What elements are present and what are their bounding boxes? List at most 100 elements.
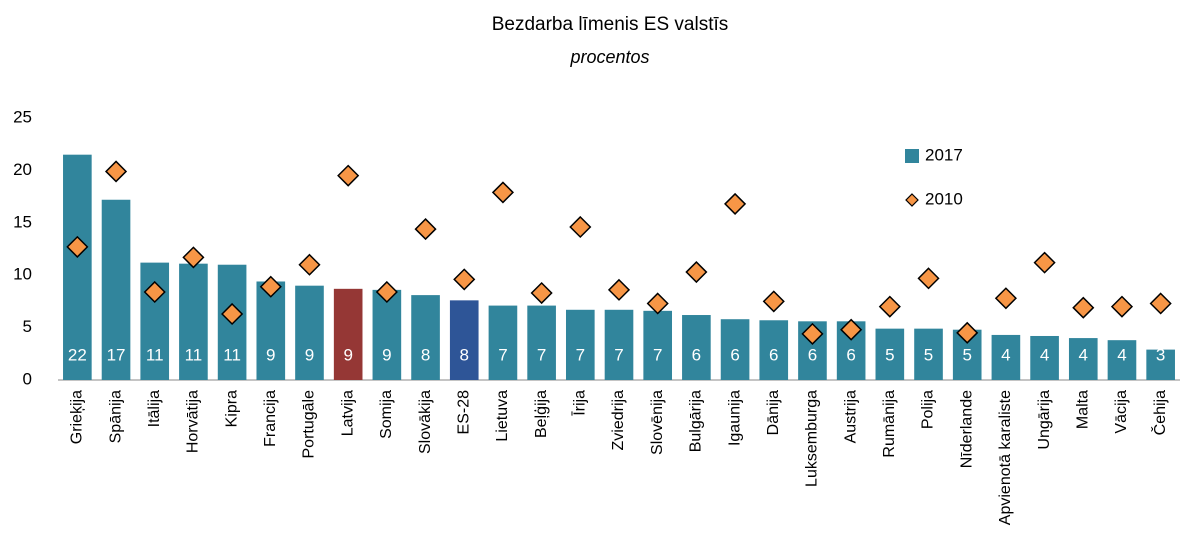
bar-value-label: 5 <box>924 345 933 364</box>
marker <box>259 275 282 298</box>
bar <box>411 295 440 380</box>
x-tick-label: Apvienotā karaliste <box>997 390 1014 525</box>
bar-value-label: 4 <box>1001 345 1010 364</box>
chart-title: Bezdarba līmenis ES valstīs <box>492 14 729 35</box>
legend-swatch <box>905 193 919 207</box>
bar-value-label: 7 <box>653 345 662 364</box>
bar-value-label: 9 <box>305 345 314 364</box>
y-tick-label: 5 <box>23 317 32 336</box>
bar <box>488 305 518 380</box>
x-tick-label: ES-28 <box>455 390 472 435</box>
legend-swatch <box>905 149 919 163</box>
marker <box>104 160 128 183</box>
marker <box>762 290 785 313</box>
marker <box>453 268 476 291</box>
marker <box>1110 295 1134 318</box>
marker <box>1033 251 1056 274</box>
x-tick-label: Somija <box>378 390 395 439</box>
x-tick-label: Ungārija <box>1036 390 1053 450</box>
marker <box>1149 292 1172 315</box>
x-tick-label: Portugāle <box>301 390 318 459</box>
marker <box>221 302 244 326</box>
bar-value-label: 4 <box>1117 345 1126 364</box>
bar-value-label: 6 <box>808 345 817 364</box>
bar <box>1107 340 1137 380</box>
x-tick-label: Īrija <box>571 390 589 416</box>
bar-value-label: 6 <box>846 345 855 364</box>
bar <box>759 320 789 380</box>
bar-value-label: 3 <box>1156 345 1165 364</box>
marker <box>840 318 863 341</box>
x-tick-label: Latvija <box>339 390 356 436</box>
bar-value-label: 17 <box>107 345 126 364</box>
bar-value-label: 9 <box>382 345 391 364</box>
legend-label: 2010 <box>925 189 963 208</box>
bar-value-label: 9 <box>266 345 275 364</box>
x-tick-label: Rumānija <box>881 390 898 458</box>
marker <box>685 260 708 284</box>
marker <box>375 280 398 304</box>
bar-value-label: 5 <box>885 345 894 364</box>
bar <box>179 263 208 380</box>
chart-subtitle: procentos <box>569 47 649 67</box>
bar <box>991 334 1021 380</box>
bar-value-label: 7 <box>498 345 507 364</box>
marker <box>569 215 592 239</box>
x-tick-label: Slovākija <box>417 390 434 454</box>
x-tick-label: Bulgārija <box>688 390 705 452</box>
x-tick-label: Vācija <box>1113 390 1130 434</box>
bar <box>643 310 673 380</box>
marker <box>607 278 631 301</box>
bar <box>449 300 479 380</box>
marker <box>66 235 89 258</box>
x-tick-label: Nīderlande <box>958 390 975 468</box>
bar <box>63 154 92 380</box>
x-tick-label: Malta <box>1074 390 1091 429</box>
bar-value-label: 6 <box>769 345 778 364</box>
marker <box>994 287 1017 310</box>
marker <box>530 281 553 305</box>
bar-value-label: 8 <box>460 345 469 364</box>
marker <box>724 192 747 215</box>
x-tick-label: Kipra <box>223 390 240 427</box>
bar-value-label: 7 <box>537 345 546 364</box>
marker <box>414 218 437 241</box>
marker <box>143 280 166 304</box>
x-tick-label: Lietuva <box>494 390 511 442</box>
bar-value-label: 4 <box>1040 345 1049 364</box>
x-tick-label: Grieķija <box>69 390 86 444</box>
bar-value-label: 11 <box>185 345 203 364</box>
bar-value-label: 6 <box>692 345 701 364</box>
bar <box>372 289 402 380</box>
bar <box>565 309 595 380</box>
x-tick-label: Francija <box>262 390 279 447</box>
bar <box>1030 335 1059 380</box>
bar <box>720 319 750 380</box>
bar <box>256 281 286 380</box>
marker <box>298 253 321 276</box>
bar-value-label: 5 <box>962 345 971 364</box>
bar <box>333 288 363 380</box>
x-tick-label: Čehija <box>1150 390 1169 435</box>
bar <box>295 285 324 380</box>
bar-value-label: 7 <box>576 345 585 364</box>
x-tick-label: Spānija <box>107 390 124 443</box>
y-tick-label: 10 <box>13 265 32 284</box>
bar <box>914 328 943 380</box>
bar-value-label: 9 <box>343 345 352 364</box>
x-tick-label: Austrija <box>842 390 859 443</box>
marker <box>1072 296 1095 319</box>
bar <box>1068 338 1098 380</box>
bar <box>682 315 711 380</box>
bar <box>875 328 905 380</box>
marker <box>878 295 901 318</box>
bar <box>527 305 556 380</box>
marker <box>182 246 205 269</box>
bar-value-label: 8 <box>421 345 430 364</box>
x-tick-label: Dānija <box>765 390 782 435</box>
marker <box>337 164 360 187</box>
x-tick-label: Luksemburga <box>804 390 821 487</box>
bar-value-label: 22 <box>68 345 87 364</box>
